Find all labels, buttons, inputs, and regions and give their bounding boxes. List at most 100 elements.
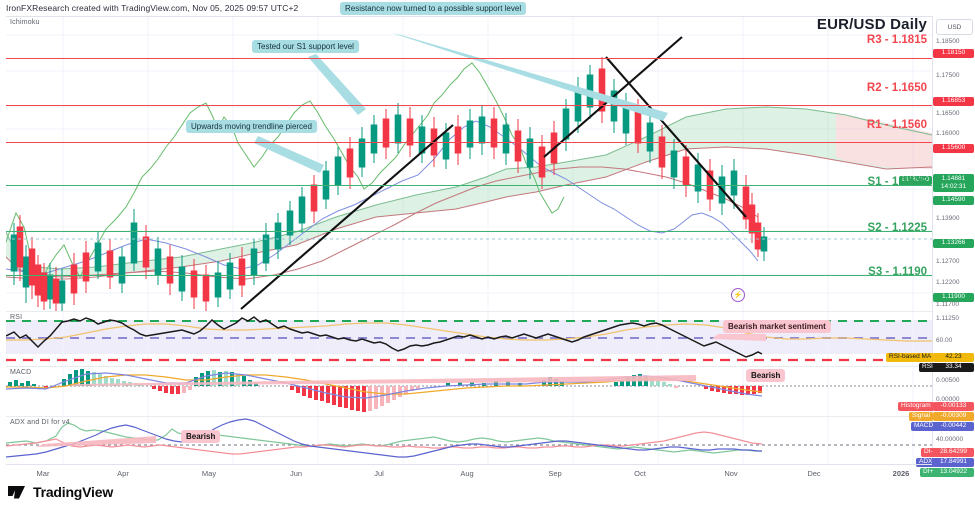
macd-histogram-value: -0.00133 <box>933 402 974 411</box>
rsi-badge: RSI <box>919 363 936 372</box>
price-tick-5: 1.12700 <box>936 258 960 265</box>
ichimoku-cloud <box>6 107 932 277</box>
level-pill-r3: 1.18150 <box>933 49 974 58</box>
time-axis[interactable]: Mar Apr May Jun Jul Aug Sep Oct Nov Dec … <box>6 464 932 482</box>
di-plus-value: 13.04922 <box>933 468 974 477</box>
resistance-support-callout-tail <box>392 33 668 121</box>
ichimoku-chikou <box>6 62 565 287</box>
rsi-based-ma-line <box>6 322 932 342</box>
level-label-s2: S2 - 1.1225 <box>867 222 927 234</box>
price-tick-0: 1.18500 <box>936 38 960 45</box>
di-minus-badge: DI- <box>921 448 936 457</box>
callout-resistance-support: Resistance now turned to a possible supp… <box>340 2 527 15</box>
x-axis-label-dec: Dec <box>807 469 821 478</box>
level-label-s1: S1 - 1.1405 <box>867 176 927 188</box>
tradingview-logo-icon <box>8 485 28 499</box>
price-tick-4: 1.13900 <box>936 215 960 222</box>
rsi-ma-value: 42.23 <box>933 353 974 362</box>
x-axis-label-nov: Nov <box>724 469 738 478</box>
price-tick-1: 1.17500 <box>936 72 960 79</box>
di-plus-line <box>6 422 762 454</box>
trendline-pierced-callout-tail <box>254 136 324 173</box>
page-title: EUR/USD Daily <box>816 16 927 33</box>
level-pill-r2: 1.16853 <box>933 97 974 106</box>
level-line-r1 <box>6 142 932 143</box>
x-axis-label-jun: Jun <box>289 469 303 478</box>
price-tick-7: 1.11700 <box>936 301 960 308</box>
level-line-s3 <box>6 275 932 276</box>
candlestick-series <box>10 57 768 311</box>
x-axis-label-may: May <box>201 469 217 478</box>
level-label-s3: S3 - 1.1190 <box>868 266 927 278</box>
price-pane[interactable]: Ichimoku <box>6 16 932 311</box>
adx-badge: ADX <box>916 458 936 467</box>
callout-macd-bearish: Bearish <box>746 369 786 382</box>
rsi-line <box>6 316 763 358</box>
adx-tick-40: 40.00000 <box>936 436 964 443</box>
adx-callout-tail <box>36 436 156 447</box>
level-label-r3: R3 - 1.1815 <box>866 34 927 46</box>
price-tick-3: 1.16000 <box>936 130 960 137</box>
tradingview-brand-name: TradingView <box>33 484 114 500</box>
macd-value: -0.00442 <box>933 422 974 431</box>
level-label-r1: R1 - 1.1560 <box>866 119 927 131</box>
di-minus-value: 28.64299 <box>933 448 974 457</box>
adx-line <box>6 418 762 458</box>
last-price-symbol-badge: EURUSD <box>899 176 933 185</box>
x-axis-label-2026: 2026 <box>892 469 910 478</box>
adx-pane[interactable]: ADX and DI for v4 Bearish <box>6 416 932 464</box>
di-minus-line <box>6 431 763 455</box>
callout-rsi-sentiment: Bearish market sentiment <box>723 320 831 333</box>
macd-tick-0050: 0.00500 <box>936 377 960 384</box>
uptrend-trendline <box>240 124 454 310</box>
adx-value: 17.84991 <box>933 458 974 467</box>
level-line-r3 <box>6 58 932 59</box>
last-price-value: 1.14881 <box>941 175 966 182</box>
tested-s1-callout-tail <box>308 54 366 115</box>
price-tick-6: 1.12200 <box>936 279 960 286</box>
macd-tick-0000: 0.00000 <box>936 396 960 403</box>
level-pill-r1: 1.15600 <box>933 144 974 153</box>
level-line-s2 <box>6 231 932 232</box>
level-line-r2 <box>6 105 932 106</box>
rsi-pane[interactable]: RSI Bearish market sentiment <box>6 311 932 366</box>
macd-histogram-badge: Histogram <box>898 402 934 411</box>
callout-trendline-pierced: Upwards moving trendline pierced <box>186 120 317 133</box>
level-pill-s3: 1.11900 <box>933 293 974 302</box>
price-chart-svg <box>6 17 932 311</box>
callout-adx-bearish: Bearish <box>181 430 221 443</box>
x-axis-label-aug: Aug <box>460 469 474 478</box>
rsi-pane-indicator-label: RSI <box>10 314 23 321</box>
level-pill-s2: 1.13266 <box>933 239 974 248</box>
macd-pane[interactable]: MACD <box>6 366 932 416</box>
x-axis-label-sep: Sep <box>548 469 562 478</box>
x-axis-label-oct: Oct <box>634 469 646 478</box>
last-price-time: 14:02:31 <box>940 183 967 191</box>
ichimoku-tenkan <box>6 120 759 274</box>
tradingview-footer[interactable]: TradingView <box>8 484 113 500</box>
attribution-text: IronFXResearch created with TradingView.… <box>6 3 299 13</box>
x-axis-label-apr: Apr <box>117 469 129 478</box>
macd-callout-tail <box>68 375 696 386</box>
level-pill-s1: 1.14590 <box>933 196 974 205</box>
di-plus-badge: DI+ <box>920 468 937 477</box>
price-pane-indicator-label: Ichimoku <box>10 19 40 26</box>
last-price-badge: 1.14881 14:02:31 <box>933 174 974 193</box>
macd-pane-indicator-label: MACD <box>10 369 32 376</box>
level-line-s1 <box>6 185 932 186</box>
idea-marker-icon[interactable]: ⚡ <box>731 288 745 302</box>
rsi-ma-badge: RSI-based MA <box>886 353 935 362</box>
macd-signal-value: -0.00309 <box>933 412 974 421</box>
rsi-value: 33.34 <box>933 363 974 372</box>
callout-tested-s1: Tested our S1 support level <box>252 40 359 53</box>
macd-badge: MACD <box>911 422 937 431</box>
ichimoku-kijun <box>6 166 759 280</box>
macd-chart-svg <box>6 367 932 416</box>
price-tick-8: 1.11250 <box>936 315 960 322</box>
rsi-callout-tail <box>712 334 766 341</box>
x-axis-label-mar: Mar <box>36 469 50 478</box>
x-axis-label-jul: Jul <box>374 469 384 478</box>
price-scale[interactable]: USD 1.18500 1.18150 1.17500 1.16853 1.16… <box>886 16 975 477</box>
adx-pane-indicator-label: ADX and DI for v4 <box>10 419 70 426</box>
